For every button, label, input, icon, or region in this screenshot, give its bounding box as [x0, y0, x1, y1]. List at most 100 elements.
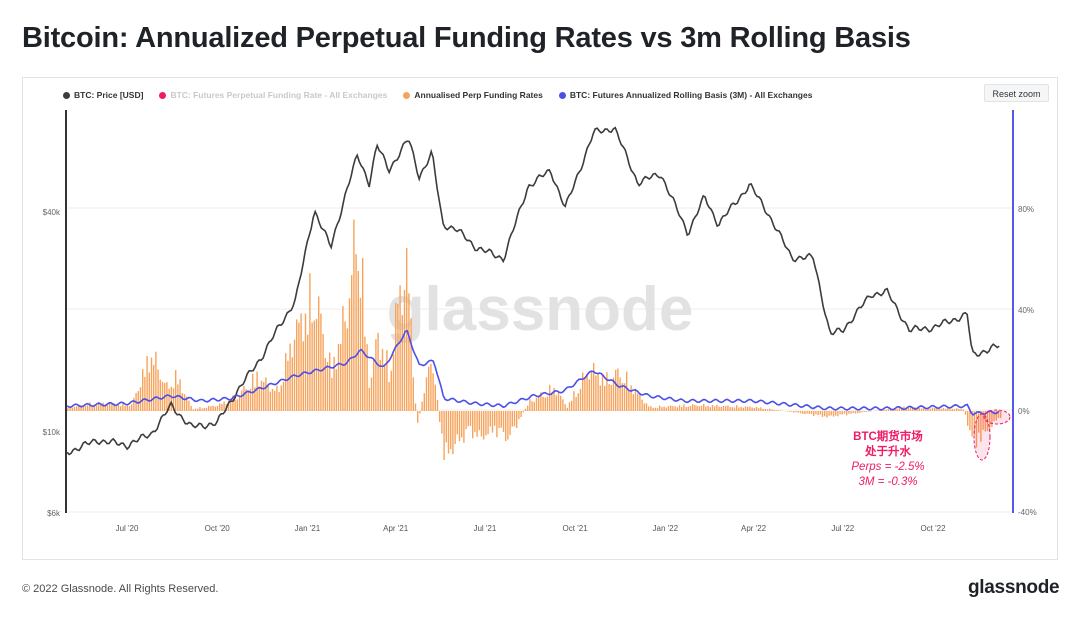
funding-bar [269, 391, 271, 411]
legend-item-2[interactable]: Annualised Perp Funding Rates [403, 90, 543, 100]
funding-bar [711, 405, 714, 411]
funding-bar [109, 403, 111, 411]
funding-bar [258, 386, 260, 411]
funding-bar [652, 407, 654, 411]
funding-bar [861, 411, 863, 413]
funding-bar [197, 408, 199, 411]
funding-bar [395, 302, 397, 411]
annotation-line-2: 处于升水 [865, 446, 911, 458]
funding-bar [247, 390, 249, 411]
legend-item-3[interactable]: BTC: Futures Annualized Rolling Basis (3… [558, 90, 812, 100]
funding-bar [417, 411, 419, 423]
funding-bar [617, 368, 619, 411]
funding-bar [91, 405, 93, 411]
funding-bar [978, 411, 980, 433]
funding-bar [500, 411, 502, 428]
funding-bar [430, 363, 432, 411]
funding-bar [694, 405, 696, 411]
funding-bar [168, 388, 170, 411]
funding-bar [826, 411, 828, 418]
funding-bar [227, 401, 230, 411]
funding-bar [777, 410, 780, 411]
funding-bar [863, 411, 865, 412]
funding-bar [137, 391, 139, 411]
funding-bar [595, 375, 597, 411]
legend-item-1[interactable]: BTC: Futures Perpetual Funding Rate - Al… [159, 90, 387, 100]
funding-bar [399, 285, 401, 411]
funding-bar [544, 397, 546, 411]
funding-bar [551, 393, 553, 411]
funding-bar [648, 406, 650, 411]
funding-bar [692, 404, 694, 411]
funding-bar [685, 406, 687, 411]
funding-bar [566, 407, 568, 411]
funding-bar [128, 406, 131, 411]
funding-bar [285, 353, 287, 411]
funding-bar [379, 360, 381, 411]
footer-brand-logo: glassnode [968, 577, 1060, 598]
funding-bar [529, 399, 531, 411]
funding-bar [698, 406, 700, 411]
funding-bar [630, 385, 632, 411]
funding-bar [84, 405, 87, 411]
funding-bar [212, 405, 214, 411]
funding-bar [186, 396, 188, 411]
funding-bar [153, 364, 155, 411]
funding-bar [700, 405, 703, 411]
funding-bar [267, 384, 269, 411]
funding-bar [263, 382, 265, 411]
funding-bar [337, 343, 340, 411]
funding-bar [155, 351, 157, 411]
funding-bar [223, 401, 225, 411]
funding-bar [377, 332, 379, 411]
funding-bar [564, 404, 566, 411]
funding-bar [639, 393, 641, 411]
legend-marker-icon [558, 91, 566, 99]
funding-bar [846, 411, 848, 416]
funding-bar [423, 393, 425, 411]
funding-bar [804, 411, 806, 415]
reset-zoom-button[interactable]: Reset zoom [984, 84, 1049, 102]
y-left-tick-label: $40k [43, 208, 61, 217]
funding-bar [854, 411, 857, 414]
funding-bar [166, 382, 168, 411]
funding-bar [443, 411, 445, 461]
funding-bar [300, 313, 302, 411]
funding-bar [322, 334, 324, 411]
funding-bar [755, 407, 758, 411]
basis-line [66, 329, 1000, 416]
funding-bar [958, 409, 960, 411]
funding-bar [885, 409, 887, 411]
funding-bar [401, 315, 403, 411]
funding-bar [637, 393, 639, 411]
funding-bar [390, 370, 392, 411]
funding-bar [100, 404, 102, 411]
y-right-tick-label: 80% [1018, 205, 1034, 214]
funding-bar [403, 289, 406, 411]
highlight-basis-ellipse [983, 409, 1011, 425]
funding-bar [146, 356, 148, 411]
funding-bar [333, 356, 335, 411]
funding-bar [656, 407, 659, 411]
funding-bar [980, 411, 982, 442]
funding-bar [498, 411, 500, 428]
funding-bar [967, 411, 969, 426]
funding-bar [89, 402, 91, 411]
funding-bar [234, 399, 236, 411]
funding-bar [192, 409, 194, 411]
funding-bar [806, 411, 808, 414]
funding-bar [203, 407, 205, 411]
funding-bar [111, 403, 113, 411]
funding-bar [947, 408, 949, 411]
funding-bar [115, 405, 117, 411]
legend-item-0[interactable]: BTC: Price [USD] [63, 90, 143, 100]
funding-bar [388, 382, 390, 411]
funding-bar [188, 400, 190, 411]
funding-bar [925, 408, 927, 411]
funding-bar [445, 411, 447, 443]
funding-bar [241, 390, 243, 411]
funding-bar [973, 411, 975, 435]
funding-bar [353, 219, 355, 411]
y-right-tick-label: 40% [1018, 306, 1034, 315]
funding-bar [408, 293, 410, 411]
